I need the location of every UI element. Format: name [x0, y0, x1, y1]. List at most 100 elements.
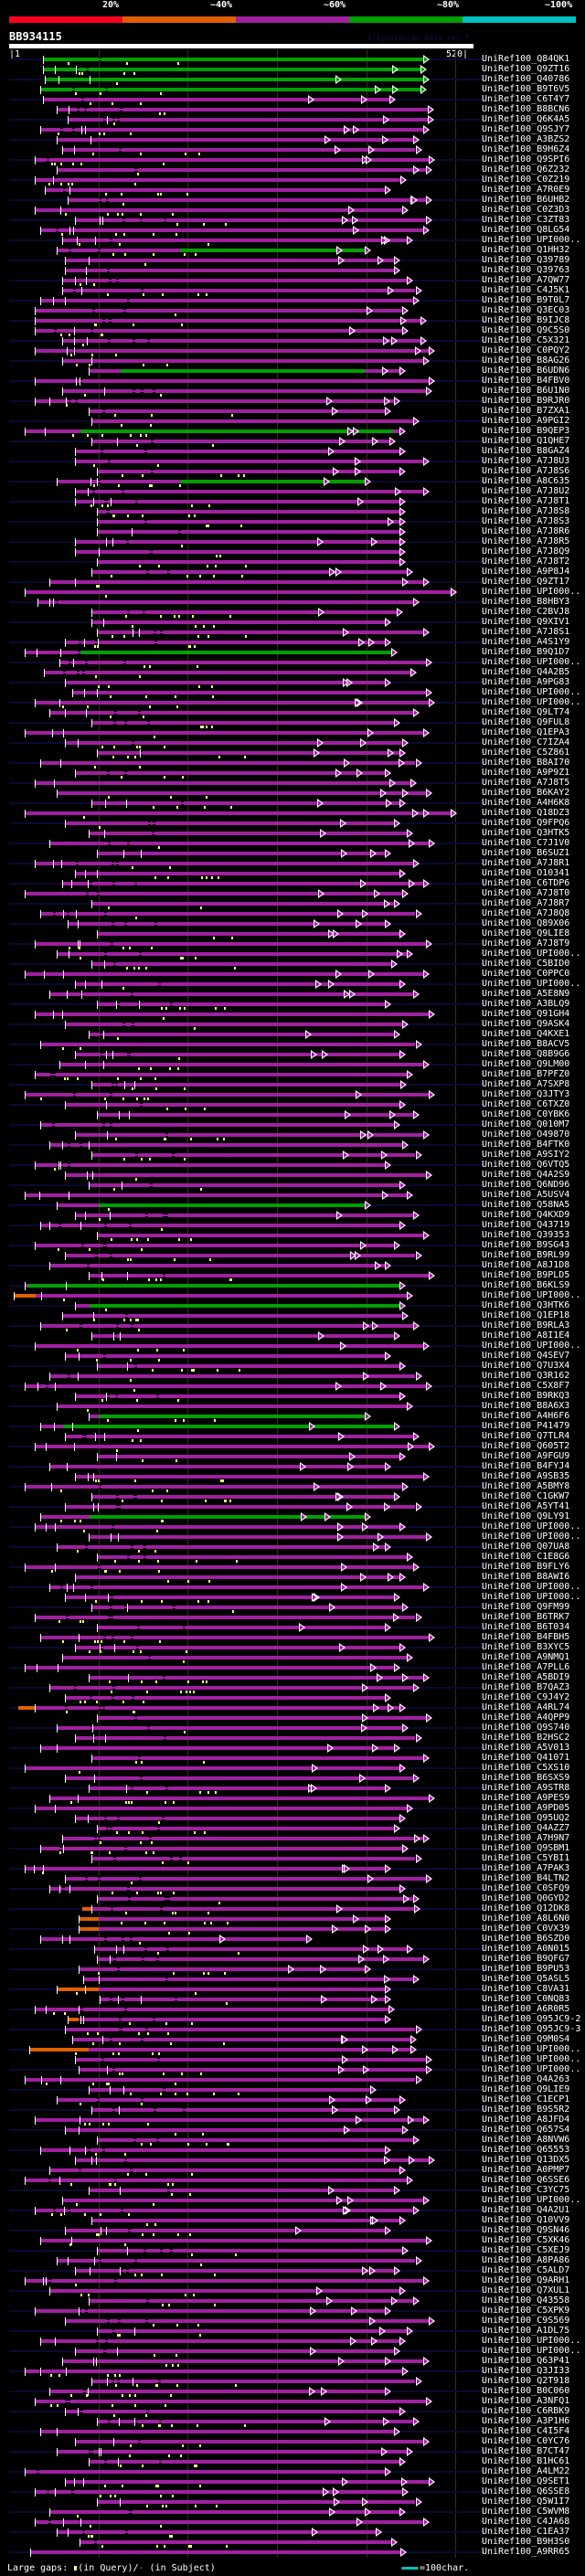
subject-label[interactable]: UniRef100_B1HC61 [482, 2456, 570, 2466]
subject-label[interactable]: UniRef100_A9P9Z1 [482, 768, 570, 778]
subject-label[interactable]: UniRef100_Q1HH32 [482, 245, 570, 255]
subject-label[interactable]: UniRef100_Q4A2B5 [482, 667, 570, 677]
subject-label[interactable]: UniRef100_C7J1V0 [482, 838, 570, 848]
subject-label[interactable]: UniRef100_C4JA68 [482, 2517, 570, 2527]
subject-label[interactable]: UniRef100_Q39763 [482, 265, 570, 275]
subject-label[interactable]: UniRef100_A3BLQ9 [482, 999, 570, 1009]
subject-label[interactable]: UniRef100_C5BID0 [482, 959, 570, 969]
subject-label[interactable]: UniRef100_UPI000.. [482, 2054, 581, 2064]
subject-label[interactable]: UniRef100_Q89X06 [482, 918, 570, 928]
subject-label[interactable]: UniRef100_A9PG83 [482, 677, 570, 687]
subject-label[interactable]: UniRef100_Q43558 [482, 2295, 570, 2306]
subject-label[interactable]: UniRef100_A4H6K8 [482, 798, 570, 808]
subject-label[interactable]: UniRef100_Q3JTY3 [482, 1089, 570, 1099]
subject-label[interactable]: UniRef100_A7SXP8 [482, 1079, 570, 1089]
subject-label[interactable]: UniRef100_Q4A2S9 [482, 1170, 570, 1180]
subject-label[interactable]: UniRef100_UPI000.. [482, 657, 581, 667]
subject-label[interactable]: UniRef100_Q9ZT16 [482, 64, 570, 74]
subject-label[interactable]: UniRef100_Q58NA5 [482, 1200, 570, 1210]
subject-label[interactable]: UniRef100_B7ZXA1 [482, 406, 570, 416]
subject-label[interactable]: UniRef100_UPI000.. [482, 1532, 581, 1542]
subject-label[interactable]: UniRef100_A7J8T1 [482, 496, 570, 506]
subject-label[interactable]: UniRef100_B9S5R2 [482, 2104, 570, 2115]
subject-label[interactable]: UniRef100_UPI000.. [482, 2346, 581, 2356]
subject-label[interactable]: UniRef100_C2BVJ8 [482, 607, 570, 617]
subject-label[interactable]: UniRef100_A7J8T5 [482, 778, 570, 788]
subject-label[interactable]: UniRef100_UPI000.. [482, 2336, 581, 2346]
subject-label[interactable]: UniRef100_B9T6V5 [482, 84, 570, 94]
subject-label[interactable]: UniRef100_C6T4Y7 [482, 94, 570, 104]
subject-label[interactable]: UniRef100_A5USV4 [482, 1190, 570, 1200]
subject-label[interactable]: UniRef100_Q8LG54 [482, 225, 570, 235]
subject-label[interactable]: UniRef100_C3YC75 [482, 2185, 570, 2195]
subject-label[interactable]: UniRef100_Q3HTK6 [482, 1300, 570, 1310]
subject-label[interactable]: UniRef100_B9T0L7 [482, 295, 570, 305]
subject-label[interactable]: UniRef100_A8J1D8 [482, 1260, 570, 1270]
subject-label[interactable]: UniRef100_A7J8Q8 [482, 908, 570, 918]
subject-label[interactable]: UniRef100_A9FGU9 [482, 1451, 570, 1461]
subject-label[interactable]: UniRef100_C6TXZ0 [482, 1099, 570, 1109]
subject-label[interactable]: UniRef100_B9H6Z4 [482, 144, 570, 154]
subject-label[interactable]: UniRef100_Q0GYD2 [482, 1893, 570, 1903]
subject-label[interactable]: UniRef100_Q91GH4 [482, 1009, 570, 1019]
subject-label[interactable]: UniRef100_B9IJC8 [482, 315, 570, 325]
subject-label[interactable]: UniRef100_A8I1E4 [482, 1330, 570, 1341]
subject-label[interactable]: UniRef100_B6KLS9 [482, 1280, 570, 1290]
subject-label[interactable]: UniRef100_B9RLA3 [482, 1320, 570, 1330]
subject-label[interactable]: UniRef100_A9STR8 [482, 1783, 570, 1793]
subject-label[interactable]: UniRef100_A7J8U2 [482, 486, 570, 496]
subject-label[interactable]: UniRef100_B9FLY6 [482, 1562, 570, 1572]
subject-label[interactable]: UniRef100_Q7U3X4 [482, 1361, 570, 1371]
subject-label[interactable]: UniRef100_Q9FPQ6 [482, 818, 570, 828]
subject-label[interactable]: UniRef100_A6R0R5 [482, 2004, 570, 2014]
subject-label[interactable]: UniRef100_A7R0E9 [482, 185, 570, 195]
subject-label[interactable]: UniRef100_A8NVW6 [482, 2135, 570, 2145]
subject-label[interactable]: UniRef100_Q9LT74 [482, 707, 570, 717]
subject-label[interactable]: UniRef100_UPI000.. [482, 697, 581, 707]
subject-label[interactable]: UniRef100_Q9LIE9 [482, 2084, 570, 2094]
subject-label[interactable]: UniRef100_UPI000.. [482, 1521, 581, 1532]
subject-label[interactable]: UniRef100_C5XEJ9 [482, 2245, 570, 2255]
subject-label[interactable]: UniRef100_Q43719 [482, 1220, 570, 1230]
subject-label[interactable]: UniRef100_Q95JC9-2 [482, 2014, 581, 2024]
subject-label[interactable]: UniRef100_UPI000.. [482, 587, 581, 597]
subject-label[interactable]: UniRef100_A4RL74 [482, 1702, 570, 1712]
subject-label[interactable]: UniRef100_Q6Z232 [482, 164, 570, 175]
subject-label[interactable]: UniRef100_Q3JI33 [482, 2366, 570, 2376]
subject-label[interactable]: UniRef100_Q95JC9-3 [482, 2024, 581, 2034]
subject-label[interactable]: UniRef100_B4FBV0 [482, 376, 570, 386]
subject-label[interactable]: UniRef100_UPI000.. [482, 2044, 581, 2054]
subject-label[interactable]: UniRef100_UPI000.. [482, 687, 581, 697]
subject-label[interactable]: UniRef100_C7IZA4 [482, 737, 570, 747]
subject-label[interactable]: UniRef100_A7J8T2 [482, 557, 570, 567]
subject-label[interactable]: UniRef100_B8AG26 [482, 355, 570, 366]
subject-label[interactable]: UniRef100_B0C060 [482, 2386, 570, 2396]
subject-label[interactable]: UniRef100_A7J8R7 [482, 898, 570, 908]
subject-label[interactable]: UniRef100_C5XS10 [482, 1763, 570, 1773]
subject-label[interactable]: UniRef100_C5XPK9 [482, 2306, 570, 2316]
subject-label[interactable]: UniRef100_C5YBI1 [482, 1853, 570, 1863]
subject-label[interactable]: UniRef100_Q07UA8 [482, 1542, 570, 1552]
subject-label[interactable]: UniRef100_C5X321 [482, 335, 570, 345]
subject-label[interactable]: UniRef100_Q12DK8 [482, 1903, 570, 1913]
subject-label[interactable]: UniRef100_B9QEP3 [482, 426, 570, 436]
subject-label[interactable]: UniRef100_Q5ASL5 [482, 1974, 570, 1984]
subject-label[interactable]: UniRef100_A7J8R6 [482, 526, 570, 536]
subject-label[interactable]: UniRef100_C0PQY2 [482, 345, 570, 355]
subject-label[interactable]: UniRef100_A4H6F6 [482, 1411, 570, 1421]
subject-label[interactable]: UniRef100_Q63P41 [482, 2356, 570, 2366]
subject-label[interactable]: UniRef100_O49870 [482, 1129, 570, 1140]
subject-label[interactable]: UniRef100_B8GAZ4 [482, 446, 570, 456]
subject-label[interactable]: UniRef100_Q1EP18 [482, 1310, 570, 1320]
subject-label[interactable]: UniRef100_A5BMY8 [482, 1481, 570, 1491]
subject-label[interactable]: UniRef100_B9H3S0 [482, 2537, 570, 2547]
subject-label[interactable]: UniRef100_Q7TLR4 [482, 1431, 570, 1441]
subject-label[interactable]: UniRef100_A8PA86 [482, 2255, 570, 2265]
subject-label[interactable]: UniRef100_C0VX39 [482, 1924, 570, 1934]
subject-label[interactable]: UniRef100_UPI000.. [482, 2064, 581, 2074]
subject-label[interactable]: UniRef100_A9PES9 [482, 1793, 570, 1803]
subject-label[interactable]: UniRef100_B8AWI6 [482, 1572, 570, 1582]
subject-label[interactable]: UniRef100_P41479 [482, 1421, 570, 1431]
subject-label[interactable]: UniRef100_C9J4Y2 [482, 1692, 570, 1702]
subject-label[interactable]: UniRef100_B8AI70 [482, 758, 570, 768]
